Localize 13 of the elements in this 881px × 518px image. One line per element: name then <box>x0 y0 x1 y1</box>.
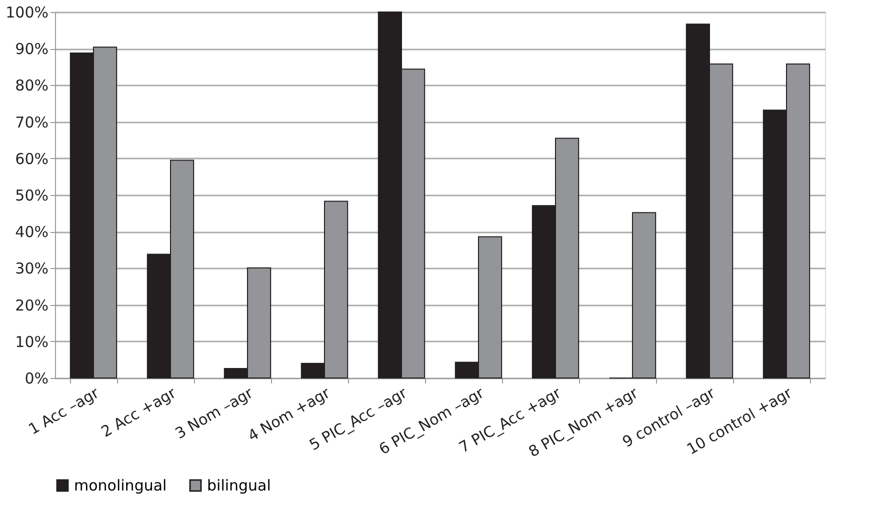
y-tick-label: 10% <box>15 332 48 351</box>
legend-label: monolingual <box>74 476 167 495</box>
y-tick-label: 70% <box>15 113 48 132</box>
y-tick-label: 50% <box>15 186 48 204</box>
y-tick-label: 90% <box>15 40 48 58</box>
y-tick-label: 0% <box>24 370 48 388</box>
y-tick-label: 100% <box>6 4 48 22</box>
legend-label: bilingual <box>207 476 271 495</box>
y-tick-label: 30% <box>15 260 48 278</box>
y-tick-label: 60% <box>15 150 48 168</box>
y-tick-label: 20% <box>15 296 48 314</box>
y-tick-label: 80% <box>15 76 48 95</box>
y-tick-label: 40% <box>15 223 48 242</box>
